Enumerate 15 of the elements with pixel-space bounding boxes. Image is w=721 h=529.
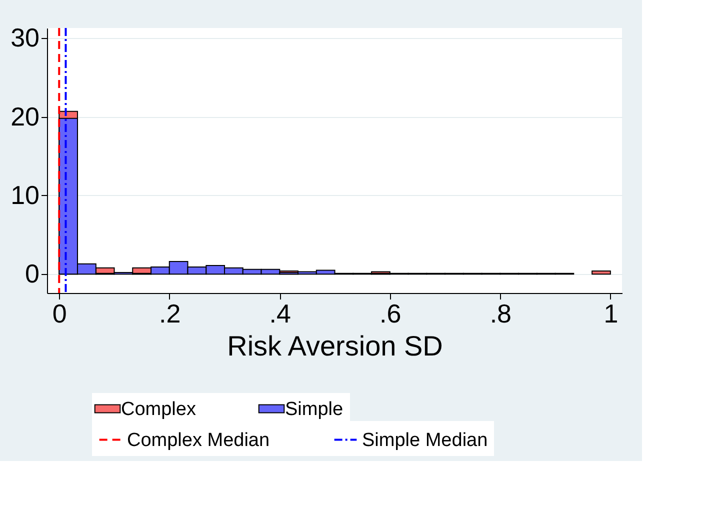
y-tick-label: 0 [25,258,40,289]
y-tick-label: 20 [10,101,40,132]
x-tick-label: .6 [380,298,402,328]
legend-label: Simple [285,398,344,420]
x-tick-label: .4 [269,298,291,328]
legend-label: Complex Median [127,430,270,451]
legend-label: Complex [121,398,196,420]
y-tick-label: 30 [10,22,40,53]
x-axis-title: Risk Aversion SD [227,330,443,362]
x-tick-label: .2 [159,298,181,328]
x-tick-label: .8 [490,298,512,328]
y-tick-label: 10 [10,180,40,210]
x-tick-label: 0 [52,298,67,328]
legend-label: Simple Median [362,430,488,451]
x-tick-label: 1 [604,298,618,328]
